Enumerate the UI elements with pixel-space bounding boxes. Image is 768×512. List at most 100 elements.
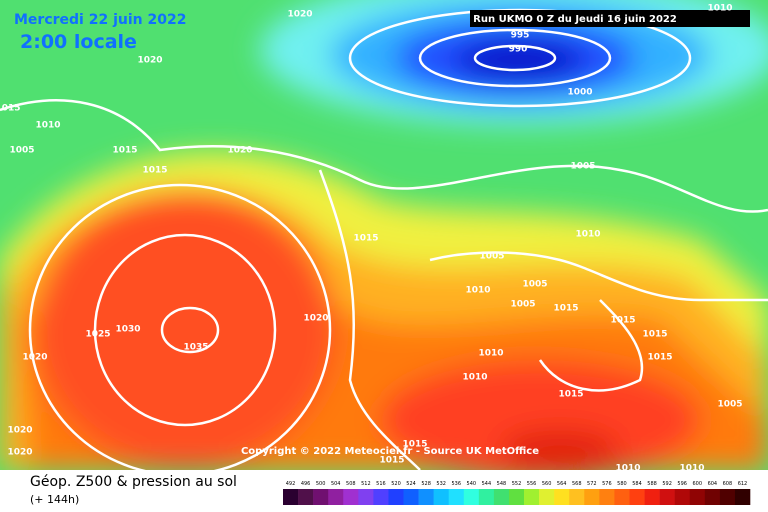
legend-swatch <box>508 489 525 505</box>
isobar-label: 1035 <box>183 343 208 353</box>
isobar-label: 1010 <box>35 121 60 131</box>
legend-swatch <box>463 489 480 505</box>
isobar-label: 1015 <box>0 104 21 114</box>
legend-label: 612 <box>738 481 748 487</box>
isobar-label: 995 <box>511 31 530 41</box>
isobar-label: 1015 <box>553 304 578 314</box>
legend-label: 516 <box>376 481 386 487</box>
isobar-label: 1020 <box>287 10 312 20</box>
isobar-label: 1015 <box>610 316 635 326</box>
isobar-label: 1025 <box>85 330 110 340</box>
isobar-label: 1015 <box>112 146 137 156</box>
legend-swatch <box>418 489 434 505</box>
legend-swatch <box>433 489 450 505</box>
legend-swatch <box>719 489 736 505</box>
legend-swatch <box>524 489 540 505</box>
legend-swatch <box>539 489 555 505</box>
isobar-label: 1010 <box>615 464 640 474</box>
legend-swatch <box>584 489 600 505</box>
date: Mercredi 22 juin 2022 <box>14 12 186 28</box>
run: Run UKMO 0 Z du Jeudi 16 juin 2022 <box>473 14 677 25</box>
legend-swatch <box>493 489 510 505</box>
legend-swatch <box>704 489 721 505</box>
legend-swatch <box>569 489 585 505</box>
copyright: Copyright © 2022 Meteociel.fr - Source U… <box>241 446 539 457</box>
legend-label: 544 <box>482 481 492 487</box>
legend-swatch <box>358 489 374 505</box>
isobar-label: 1015 <box>558 390 583 400</box>
legend-swatch <box>328 489 344 505</box>
isobar-label: 1010 <box>465 286 490 296</box>
legend-label: 512 <box>361 481 371 487</box>
legend-label: 580 <box>617 481 627 487</box>
legend-swatch <box>373 489 389 505</box>
isobar-label: 1005 <box>570 162 595 172</box>
legend-label: 520 <box>391 481 401 487</box>
legend-swatch <box>283 489 299 505</box>
isobar-labels: 1020 1010 1020 1015 1010 1005 1015 1015 1020 995 9… <box>0 4 743 474</box>
isobar-label: 1015 <box>142 166 167 176</box>
legend-label: 524 <box>406 481 416 487</box>
legend-swatch <box>343 489 359 505</box>
legend-label: 532 <box>436 481 446 487</box>
legend-label: 500 <box>316 481 326 487</box>
legend-swatch <box>734 489 751 505</box>
legend-swatch <box>313 489 329 505</box>
footer-subtitle: (+ 144h) <box>30 493 79 506</box>
isobar-label: 1020 <box>7 448 32 458</box>
legend-label: 508 <box>346 481 356 487</box>
legend-label: 572 <box>587 481 597 487</box>
isobar-label: 1015 <box>642 330 667 340</box>
isobar-label: 1020 <box>303 314 328 324</box>
legend-label: 536 <box>451 481 461 487</box>
isobar-label: 1005 <box>522 280 547 290</box>
legend-swatch <box>614 489 630 505</box>
legend-swatch <box>554 489 570 505</box>
legend-label: 540 <box>467 481 477 487</box>
legend-label: 568 <box>572 481 582 487</box>
legend-label: 588 <box>647 481 657 487</box>
isobar-label: 990 <box>509 45 528 55</box>
legend-swatch <box>388 489 404 505</box>
legend-swatch <box>448 489 465 505</box>
isobar-label: 1005 <box>9 146 34 156</box>
legend-label: 596 <box>677 481 687 487</box>
isobar-label: 1020 <box>227 146 252 156</box>
isobar-label: 1020 <box>7 426 32 436</box>
isobar-label: 1005 <box>510 300 535 310</box>
legend-label: 584 <box>632 481 642 487</box>
legend-label: 560 <box>542 481 552 487</box>
isobars <box>0 8 768 477</box>
color-legend: 492 496 500 504 508 512 516 520 524 528 532 536 540 5… <box>283 481 751 505</box>
legend-label: 600 <box>693 481 703 487</box>
legend-label: 608 <box>723 481 733 487</box>
legend-label: 504 <box>331 481 341 487</box>
isobar-label: 1000 <box>567 88 592 98</box>
legend-swatch <box>403 489 419 505</box>
isobar-label: 1005 <box>717 400 742 410</box>
legend-label: 528 <box>421 481 431 487</box>
isobar-label: 1010 <box>707 4 732 14</box>
run-box <box>470 10 750 27</box>
isobar-label: 1015 <box>379 456 404 466</box>
isobar-label: 1005 <box>479 252 504 262</box>
isobar-label: 1015 <box>402 440 427 450</box>
footer-title: Géop. Z500 & pression au sol <box>30 474 237 490</box>
legend-swatch <box>674 489 691 505</box>
isobar-label: 1015 <box>353 234 378 244</box>
time: 2:00 locale <box>20 31 137 53</box>
legend-swatch <box>644 489 660 505</box>
legend-label: 552 <box>512 481 522 487</box>
header: Mercredi 22 juin 2022 2:00 locale Run UK… <box>14 10 750 53</box>
legend-label: 592 <box>662 481 672 487</box>
legend-swatch <box>629 489 645 505</box>
legend-label: 492 <box>286 481 296 487</box>
isobar-label: 1010 <box>575 230 600 240</box>
isobar-label: 1010 <box>478 349 503 359</box>
legend-swatch <box>298 489 314 505</box>
legend-swatch <box>689 489 706 505</box>
legend-label: 496 <box>301 481 311 487</box>
legend-label: 604 <box>708 481 718 487</box>
isobar-label: 1020 <box>137 56 162 66</box>
